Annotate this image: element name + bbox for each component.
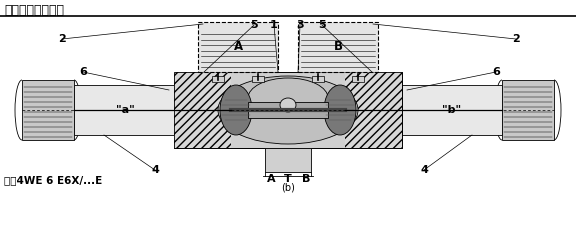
Bar	[174, 72, 231, 148]
Text: A: A	[233, 40, 242, 54]
Text: 6: 6	[492, 67, 500, 77]
Text: 5: 5	[250, 20, 258, 30]
Text: 型号4WE 6 E6X/...E: 型号4WE 6 E6X/...E	[4, 175, 103, 185]
Bar	[22, 80, 74, 140]
Text: B: B	[334, 40, 343, 54]
Text: 3: 3	[296, 20, 304, 30]
Bar	[298, 22, 378, 72]
Text: 6: 6	[79, 67, 87, 77]
Bar	[402, 85, 502, 135]
Text: 4: 4	[151, 165, 159, 175]
Text: T: T	[284, 174, 292, 184]
Bar	[312, 76, 324, 82]
Bar	[248, 102, 328, 118]
Bar	[212, 76, 224, 82]
Text: "b": "b"	[442, 105, 461, 115]
Bar	[352, 76, 364, 82]
Text: 功能说明，剖视图: 功能说明，剖视图	[4, 4, 64, 17]
Text: 4: 4	[420, 165, 428, 175]
Ellipse shape	[324, 85, 356, 135]
Ellipse shape	[218, 76, 358, 144]
Text: 2: 2	[58, 34, 66, 44]
Text: A: A	[267, 174, 275, 184]
Bar	[252, 76, 264, 82]
Bar	[265, 148, 311, 172]
Bar	[174, 72, 402, 148]
Text: B: B	[302, 174, 310, 184]
Text: 2: 2	[512, 34, 520, 44]
Text: 1: 1	[270, 20, 278, 30]
Text: "a": "a"	[116, 105, 134, 115]
Text: (b): (b)	[281, 183, 295, 193]
Bar	[198, 22, 278, 72]
Bar	[502, 80, 554, 140]
Bar	[345, 72, 402, 148]
Text: 5: 5	[318, 20, 326, 30]
Ellipse shape	[220, 85, 252, 135]
Bar	[174, 72, 402, 148]
Ellipse shape	[280, 98, 296, 112]
Bar	[74, 85, 174, 135]
